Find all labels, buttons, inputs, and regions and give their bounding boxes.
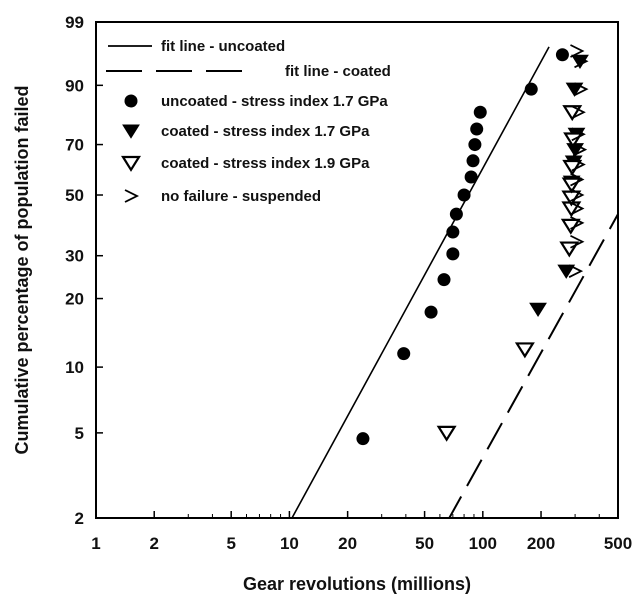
x-tick-label: 1 bbox=[91, 534, 100, 553]
x-tick-label: 100 bbox=[469, 534, 497, 553]
data-point bbox=[470, 122, 484, 136]
plot-frame bbox=[95, 21, 619, 519]
series-4 bbox=[436, 105, 584, 442]
plot-area bbox=[95, 21, 619, 519]
series-1 bbox=[448, 213, 618, 518]
data-point bbox=[397, 347, 411, 361]
data-point bbox=[571, 105, 586, 120]
data-point bbox=[464, 170, 478, 184]
data-point bbox=[524, 82, 538, 96]
data-point bbox=[557, 264, 576, 279]
y-tick-label: 50 bbox=[65, 186, 84, 205]
series-layer bbox=[291, 44, 618, 518]
series-2 bbox=[356, 48, 569, 446]
legend-label: fit line - uncoated bbox=[161, 38, 285, 55]
data-point bbox=[437, 273, 451, 287]
legend-swatch bbox=[122, 124, 140, 139]
y-tick-label: 2 bbox=[75, 509, 84, 528]
legend-label: no failure - suspended bbox=[161, 188, 321, 205]
data-point bbox=[446, 247, 460, 261]
data-point bbox=[466, 154, 480, 168]
data-point bbox=[570, 172, 585, 187]
y-tick-label: 99 bbox=[65, 13, 84, 32]
data-point bbox=[446, 225, 460, 239]
data-point bbox=[457, 188, 471, 202]
y-tick-label: 10 bbox=[65, 358, 84, 377]
series-5 bbox=[568, 44, 589, 278]
data-point bbox=[570, 201, 585, 216]
x-axis-ticks: 1 2 5 10 20 50 100 200 500 bbox=[91, 511, 632, 553]
data-point bbox=[473, 105, 487, 119]
data-point bbox=[436, 425, 457, 442]
series-0 bbox=[291, 46, 550, 518]
data-point bbox=[555, 48, 569, 62]
y-tick-label: 20 bbox=[65, 290, 84, 309]
y-tick-label: 90 bbox=[65, 76, 84, 95]
data-point bbox=[449, 207, 463, 221]
data-point bbox=[571, 157, 586, 172]
data-point bbox=[570, 188, 585, 202]
data-point bbox=[570, 216, 585, 230]
y-axis-ticks: 2 5 10 20 30 50 70 90 99 bbox=[65, 13, 103, 528]
data-point bbox=[559, 241, 580, 258]
legend-swatch bbox=[124, 189, 140, 203]
x-tick-label: 5 bbox=[226, 534, 235, 553]
data-point bbox=[570, 44, 585, 58]
data-point bbox=[572, 142, 588, 157]
series-3 bbox=[529, 54, 589, 318]
data-point bbox=[574, 54, 589, 69]
x-tick-label: 500 bbox=[604, 534, 632, 553]
data-point bbox=[570, 234, 585, 249]
y-tick-label: 70 bbox=[65, 136, 84, 155]
legend-label: coated - stress index 1.7 GPa bbox=[161, 123, 370, 140]
y-tick-label: 30 bbox=[65, 247, 84, 266]
fit-line-1 bbox=[448, 213, 618, 518]
legend-label: coated - stress index 1.9 GPa bbox=[161, 155, 370, 172]
data-point bbox=[468, 138, 482, 152]
legend-swatch bbox=[124, 94, 138, 108]
data-point bbox=[424, 305, 438, 319]
x-tick-label: 10 bbox=[280, 534, 299, 553]
data-point bbox=[514, 342, 535, 359]
x-tick-label: 2 bbox=[149, 534, 158, 553]
data-point bbox=[356, 432, 370, 446]
data-point bbox=[571, 127, 586, 142]
x-tick-label: 50 bbox=[415, 534, 434, 553]
data-point bbox=[574, 82, 589, 96]
y-axis-title: Cumulative percentage of population fail… bbox=[12, 85, 32, 454]
fit-line-0 bbox=[291, 46, 550, 518]
data-point bbox=[568, 264, 584, 278]
legend-swatch bbox=[121, 155, 141, 172]
legend-label: fit line - coated bbox=[285, 63, 391, 80]
x-tick-label: 200 bbox=[527, 534, 555, 553]
x-tick-label: 20 bbox=[338, 534, 357, 553]
x-axis-title: Gear revolutions (millions) bbox=[243, 574, 471, 594]
y-tick-label: 5 bbox=[75, 424, 84, 443]
data-point bbox=[529, 302, 547, 318]
legend-label: uncoated - stress index 1.7 GPa bbox=[161, 93, 388, 110]
